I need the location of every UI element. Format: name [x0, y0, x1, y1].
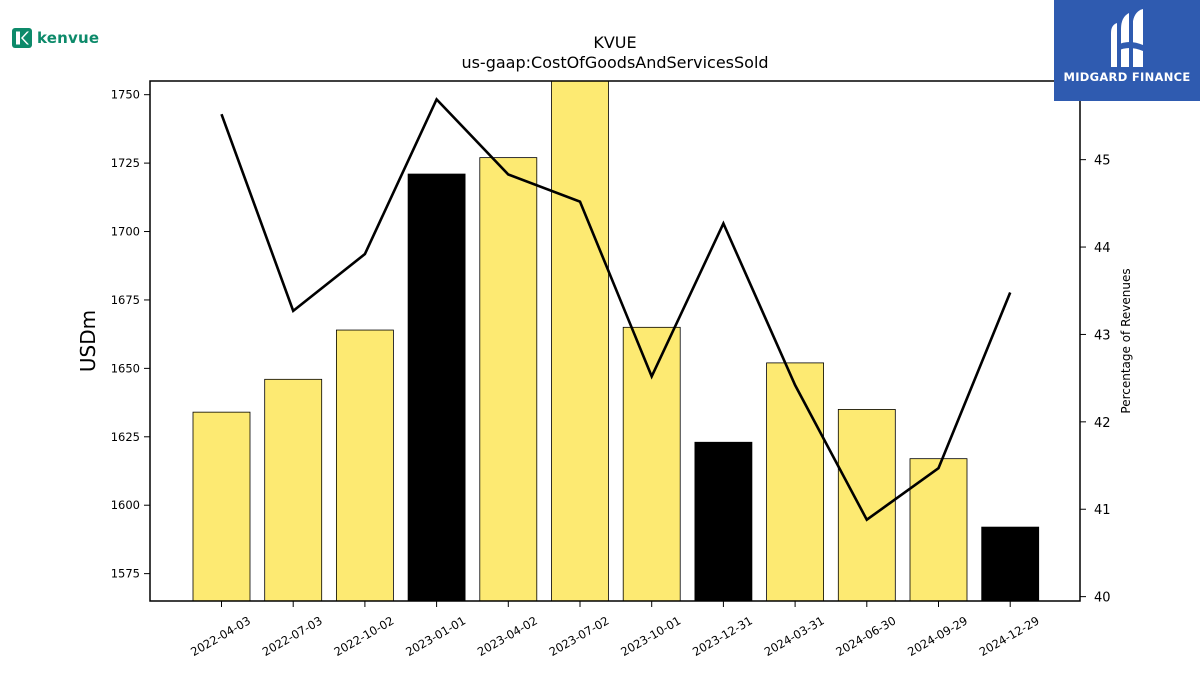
y-tick-label: 1700: [111, 225, 140, 239]
x-tick-label: 2022-04-03: [188, 613, 253, 659]
bar: [479, 157, 538, 602]
bar-series: [192, 80, 1040, 602]
kenvue-k-icon: [12, 28, 32, 48]
x-axis: 2022-04-03 2022-07-03 2022-10-02 2023-01-01…: [188, 601, 1042, 659]
bar: [909, 458, 968, 602]
midgard-m-icon: [1111, 9, 1143, 67]
y-tick-label: 1575: [111, 567, 140, 581]
y2-axis-label: Percentage of Revenues: [1119, 268, 1133, 413]
x-tick-label: 2023-10-01: [618, 613, 683, 659]
x-tick-label: 2022-10-02: [332, 613, 397, 659]
y-tick-label: 1650: [111, 361, 140, 375]
x-tick-label: 2024-09-29: [905, 613, 970, 659]
y-tick-label: 1625: [111, 430, 140, 444]
bar: [766, 362, 824, 602]
chart-subtitle: us-gaap:CostOfGoodsAndServicesSold: [461, 53, 768, 72]
midgard-finance-logo: MIDGARD FINANCE: [1054, 0, 1200, 101]
y-axis-label: USDm: [76, 310, 100, 372]
x-tick-label: 2022-07-03: [260, 613, 325, 659]
bar: [622, 326, 681, 602]
x-tick-label: 2024-03-31: [762, 613, 827, 659]
y2-tick-label: 45: [1094, 154, 1111, 169]
y2-tick-label: 40: [1094, 591, 1111, 606]
x-tick-label: 2024-12-29: [977, 613, 1042, 659]
bar: [335, 329, 394, 602]
y2-tick-label: 42: [1094, 416, 1111, 431]
bar: [694, 441, 753, 602]
y2-tick-label: 41: [1094, 503, 1111, 518]
plot-frame: [149, 80, 1081, 602]
kenvue-logo: kenvue: [12, 28, 99, 48]
x-tick-label: 2023-04-02: [475, 613, 540, 659]
y2-tick-label: 44: [1094, 241, 1111, 256]
x-tick-label: 2023-01-01: [403, 613, 468, 659]
x-tick-label: 2023-07-02: [547, 613, 612, 659]
bar: [264, 378, 323, 602]
left-axis: 1575 1600 1625 1650 1675 1700 1725 1750: [111, 88, 150, 581]
chart-title: KVUE: [593, 33, 636, 52]
y-tick-label: 1725: [111, 156, 140, 170]
bar: [407, 173, 466, 602]
bar: [192, 411, 251, 602]
bar: [551, 80, 609, 602]
y-tick-label: 1600: [111, 498, 140, 512]
right-axis: 40 41 42 43 44 45: [1080, 154, 1111, 606]
kenvue-wordmark: kenvue: [37, 29, 100, 47]
line-series: [220, 97, 1012, 522]
y-tick-label: 1750: [111, 88, 140, 102]
midgard-wordmark: MIDGARD FINANCE: [1063, 70, 1191, 84]
pct-revenue-line: [220, 97, 1012, 522]
x-tick-label: 2024-06-30: [833, 613, 898, 659]
y2-tick-label: 43: [1094, 328, 1111, 343]
bar: [981, 526, 1040, 602]
x-tick-label: 2023-12-31: [690, 613, 755, 659]
y-tick-label: 1675: [111, 293, 140, 307]
